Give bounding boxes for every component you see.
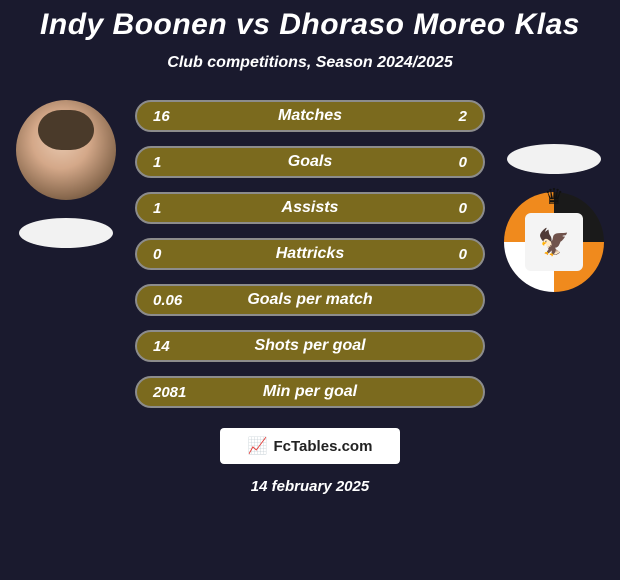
right-country-ellipse xyxy=(507,144,601,174)
page-subtitle: Club competitions, Season 2024/2025 xyxy=(167,54,452,72)
stat-right-value: 0 xyxy=(419,154,467,171)
stats-column: 16Matches21Goals01Assists00Hattricks00.0… xyxy=(124,100,496,408)
chart-icon: 📈 xyxy=(248,436,268,456)
stat-pill: 0.06Goals per match xyxy=(135,284,485,316)
date-label: 14 february 2025 xyxy=(251,478,369,495)
stat-label: Goals per match xyxy=(201,291,419,309)
stat-left-value: 0 xyxy=(153,246,201,263)
stat-pill: 1Goals0 xyxy=(135,146,485,178)
stat-label: Min per goal xyxy=(201,383,419,401)
stat-pill: 16Matches2 xyxy=(135,100,485,132)
right-player-column: ♛ 🦅 xyxy=(498,144,610,292)
stat-label: Matches xyxy=(201,107,419,125)
page-title: Indy Boonen vs Dhoraso Moreo Klas xyxy=(40,8,580,42)
stat-label: Shots per goal xyxy=(201,337,419,355)
stat-pill: 14Shots per goal xyxy=(135,330,485,362)
stat-pill: 2081Min per goal xyxy=(135,376,485,408)
stat-left-value: 0.06 xyxy=(153,292,201,309)
stat-left-value: 2081 xyxy=(153,384,201,401)
fctables-chip[interactable]: 📈 FcTables.com xyxy=(220,428,400,464)
stat-label: Hattricks xyxy=(201,245,419,263)
stat-pill: 1Assists0 xyxy=(135,192,485,224)
stat-label: Goals xyxy=(201,153,419,171)
left-player-column xyxy=(10,100,122,248)
right-club-badge: ♛ 🦅 xyxy=(504,192,604,292)
stat-left-value: 1 xyxy=(153,154,201,171)
stat-pill: 0Hattricks0 xyxy=(135,238,485,270)
stat-right-value: 0 xyxy=(419,246,467,263)
fctables-label: FcTables.com xyxy=(274,438,373,455)
eagle-icon: 🦅 xyxy=(525,213,583,271)
stat-label: Assists xyxy=(201,199,419,217)
stat-left-value: 16 xyxy=(153,108,201,125)
stat-left-value: 1 xyxy=(153,200,201,217)
stat-right-value: 0 xyxy=(419,200,467,217)
left-country-ellipse xyxy=(19,218,113,248)
crown-icon: ♛ xyxy=(544,184,564,210)
stat-left-value: 14 xyxy=(153,338,201,355)
stat-right-value: 2 xyxy=(419,108,467,125)
left-player-photo xyxy=(16,100,116,200)
